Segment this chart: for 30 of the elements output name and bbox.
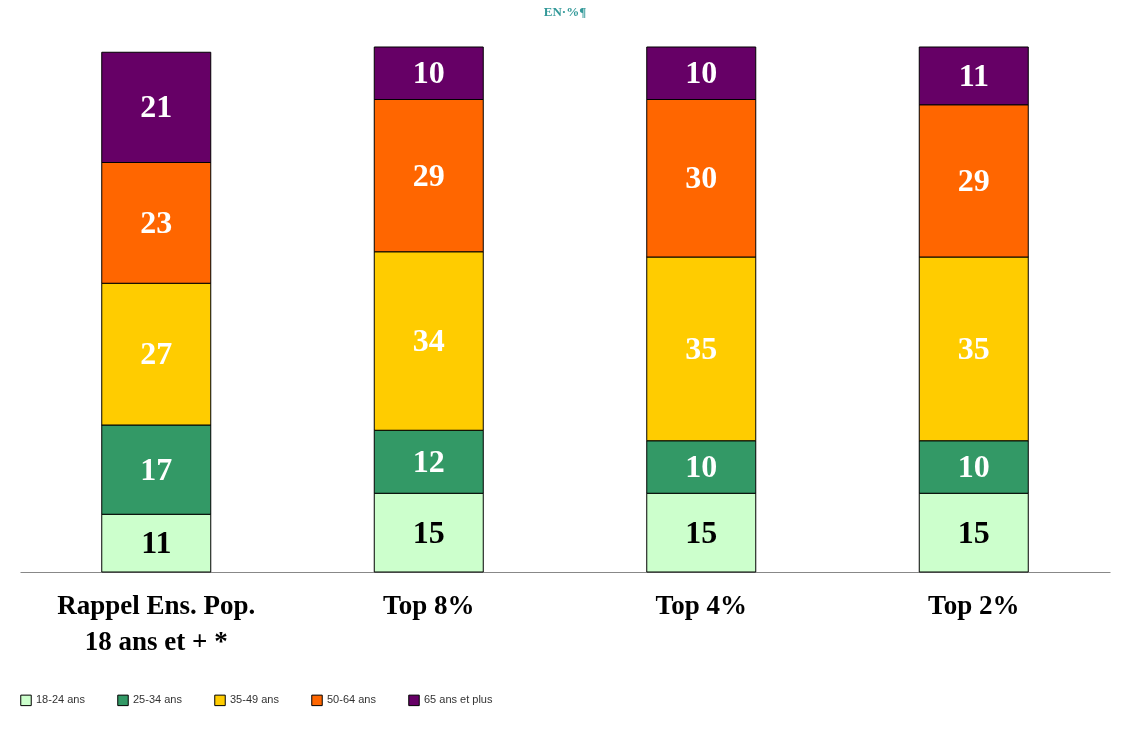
data-label: 11 bbox=[141, 524, 172, 561]
data-label: 35 bbox=[957, 329, 990, 366]
data-label: 27 bbox=[140, 335, 173, 372]
data-label: 15 bbox=[412, 513, 445, 550]
data-label: 10 bbox=[685, 54, 718, 91]
x-tick-label: Top 2% bbox=[928, 589, 1020, 620]
legend-label: 35-49 ans bbox=[230, 693, 280, 706]
data-label: 11 bbox=[958, 56, 989, 93]
data-label: 35 bbox=[685, 329, 718, 366]
legend-label: 65 ans et plus bbox=[424, 693, 493, 706]
data-label: 10 bbox=[685, 448, 718, 484]
data-label: 23 bbox=[140, 203, 173, 240]
data-label: 29 bbox=[957, 161, 990, 198]
legend-label: 18-24 ans bbox=[36, 693, 86, 706]
data-label: 12 bbox=[412, 442, 445, 479]
data-label: 34 bbox=[412, 322, 445, 358]
x-tick-label: Rappel Ens. Pop. 18 ans et + * bbox=[57, 589, 256, 656]
data-label: 29 bbox=[412, 156, 445, 193]
data-label: 10 bbox=[957, 448, 990, 484]
data-label: 17 bbox=[140, 450, 173, 487]
data-label: 15 bbox=[957, 513, 990, 550]
chart-title: EN·%¶ bbox=[543, 3, 587, 19]
x-tick-label: Top 8% bbox=[383, 589, 475, 620]
legend-label: 25-34 ans bbox=[133, 693, 183, 706]
x-tick-label: Top 4% bbox=[655, 589, 747, 620]
data-label: 10 bbox=[412, 54, 445, 91]
data-label: 21 bbox=[140, 88, 173, 125]
legend-label: 50-64 ans bbox=[327, 693, 377, 706]
data-label: 15 bbox=[685, 513, 718, 550]
data-label: 30 bbox=[685, 159, 718, 196]
